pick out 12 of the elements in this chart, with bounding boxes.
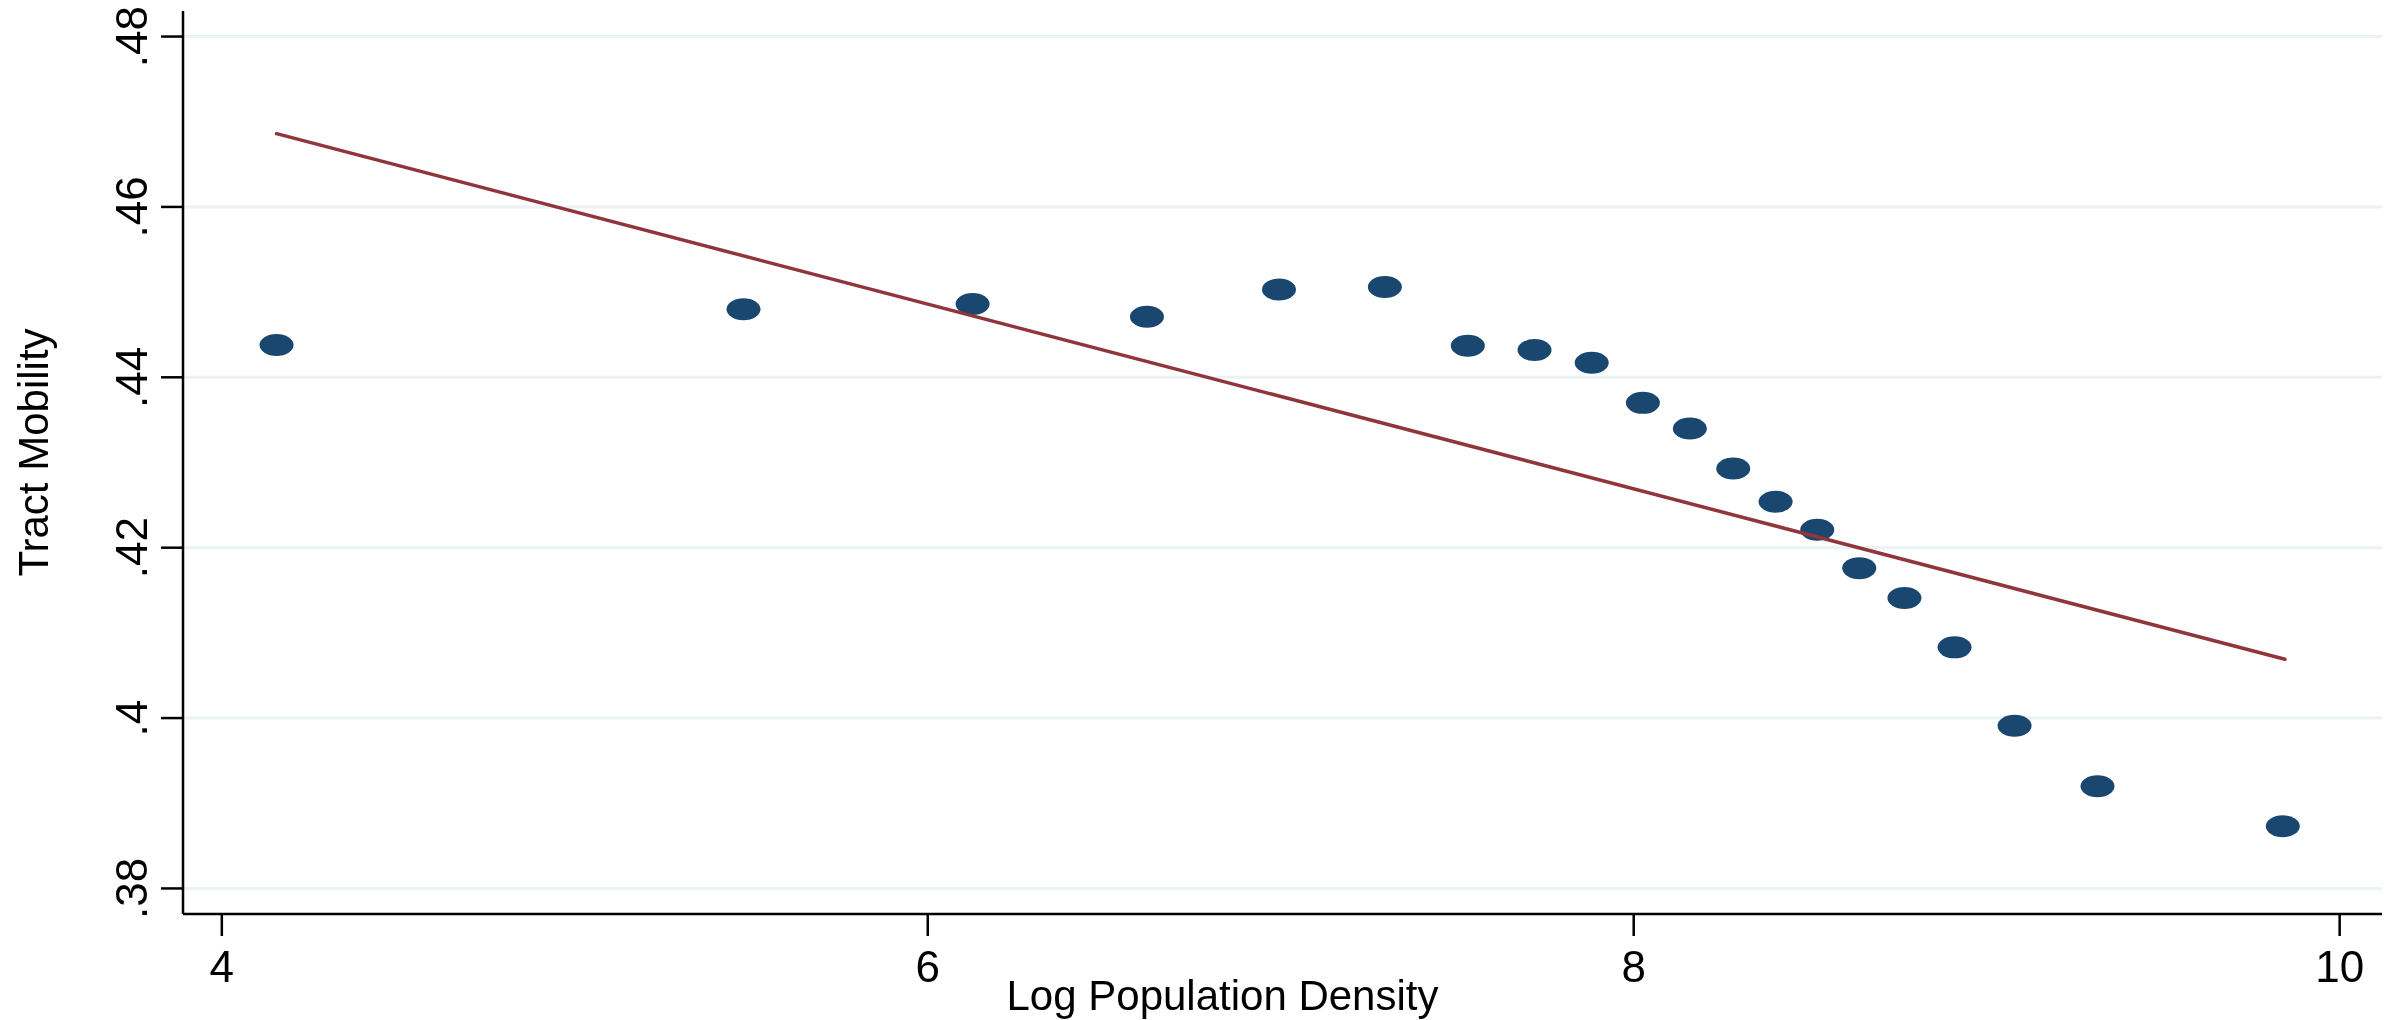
x-tick-label: 10: [2315, 942, 2365, 991]
y-tick-label: .44: [107, 346, 156, 408]
x-tick-label: 4: [209, 942, 235, 991]
y-tick-label: .42: [107, 517, 156, 579]
y-tick-label: .38: [107, 857, 156, 920]
x-tick-label: 6: [915, 942, 941, 991]
x-tick-label: 8: [1621, 942, 1646, 991]
y-tick-label: .46: [107, 176, 156, 238]
y-axis-title: Tract Mobility: [10, 328, 57, 577]
x-axis-title: Log Population Density: [1006, 972, 1439, 1019]
y-tick-label: .4: [107, 699, 156, 737]
y-tick-label: .48: [107, 5, 156, 68]
